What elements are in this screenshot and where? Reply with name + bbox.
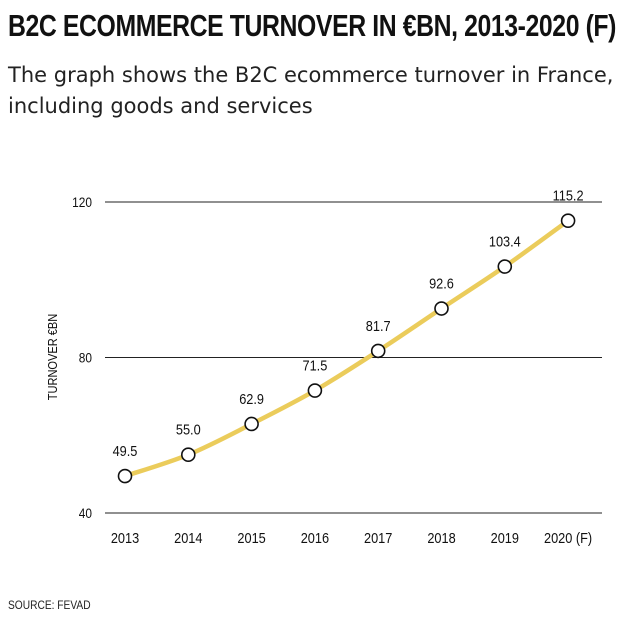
line-chart: 40 80 120 TURNOVER €BN 2013 2014 2015 2016 2017 2… [45,187,602,546]
data-point-5 [434,301,449,316]
y-tick-label-80: 80 [79,350,92,366]
x-tick-label-6: 2019 [491,529,520,546]
x-tick-label-0: 2013 [111,529,140,546]
source-note: SOURCE: FEVAD [8,598,91,612]
data-point-1 [181,447,196,462]
y-tick-label-120: 120 [72,194,92,210]
data-point-2 [244,416,259,432]
data-point-0 [117,468,133,484]
x-tick-label-1: 2014 [174,529,203,546]
x-tick-label-2: 2015 [237,529,266,546]
y-tick-label-40: 40 [79,505,92,521]
chart-subtitle: The graph shows the B2C ecommerce turnov… [8,63,614,118]
data-point-4 [370,343,386,359]
x-tick-label-3: 2016 [301,529,330,546]
data-label-0: 49.5 [113,442,138,459]
data-label-3: 71.5 [302,357,327,374]
y-axis-label: TURNOVER €BN [45,314,60,400]
x-tick-label-5: 2018 [427,529,456,546]
data-label-4: 81.7 [366,317,391,334]
chart-title: B2C ECOMMERCE TURNOVER IN €BN, 2013-2020… [8,8,617,43]
data-label-7: 115.2 [553,187,584,204]
data-label-2: 62.9 [239,390,264,407]
x-tick-label-7: 2020 (F) [544,529,592,546]
data-label-1: 55.0 [176,421,201,438]
x-tick-label-4: 2017 [364,529,393,546]
data-point-7 [560,213,576,228]
data-label-6: 103.4 [489,233,521,250]
data-point-3 [307,383,323,398]
data-label-5: 92.6 [429,275,454,292]
data-point-6 [497,259,513,274]
